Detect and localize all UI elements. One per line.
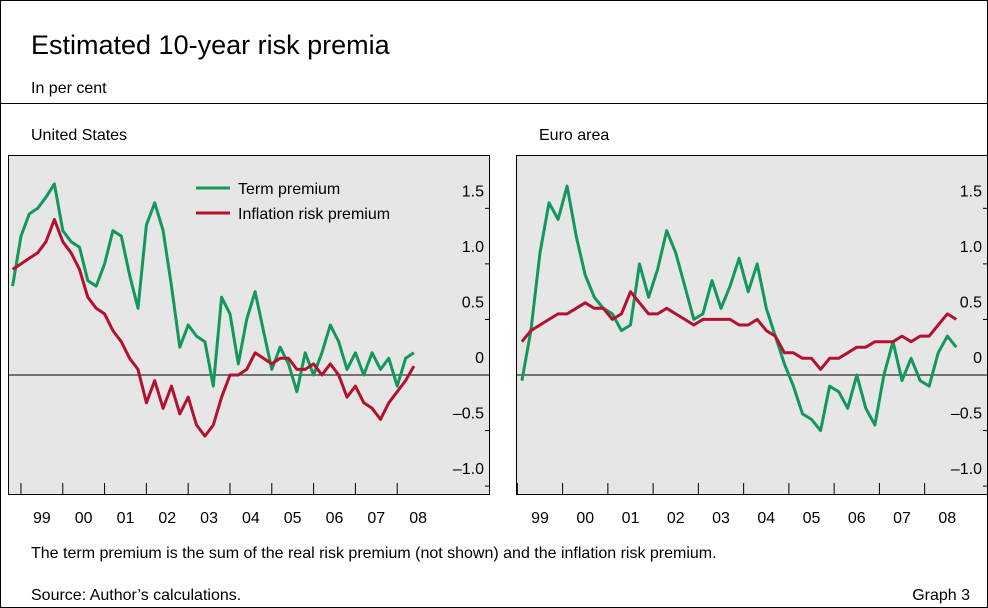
x-tick-label: 07 — [893, 510, 911, 527]
y-tick-label: 1.5 — [960, 183, 982, 200]
y-tick-label: –1.0 — [453, 461, 484, 478]
plot-area — [516, 155, 988, 495]
x-tick-label: 04 — [242, 510, 260, 527]
plot: –1.0 –0.5 0 0.5 1.0 1.5 — [516, 183, 988, 487]
y-tick-label: –1.0 — [951, 461, 982, 478]
plot: –1.0 –0.5 0 0.5 1.0 1.5 — [8, 182, 490, 487]
graph-label: Graph 3 — [912, 587, 970, 604]
legend-label: Term premium — [238, 181, 340, 198]
legend-label: Inflation risk premium — [238, 206, 390, 223]
y-tick-label: 1.0 — [462, 239, 484, 256]
x-tick-label: 04 — [757, 510, 775, 527]
page-subtitle: In per cent — [31, 80, 107, 97]
y-tick-label: 0 — [475, 350, 484, 367]
x-tick-label: 06 — [326, 510, 344, 527]
series-line — [11, 217, 416, 438]
x-tick-label: 99 — [531, 510, 549, 527]
series-line — [520, 184, 958, 433]
page-title: Estimated 10-year risk premia — [31, 30, 391, 60]
x-tick-label: 03 — [712, 510, 730, 527]
series-line — [520, 290, 958, 371]
x-tick-label: 02 — [667, 510, 685, 527]
x-tick-label: 01 — [117, 510, 135, 527]
x-tick-label: 08 — [409, 510, 427, 527]
x-tick-label: 00 — [75, 510, 93, 527]
y-tick-label: 0 — [973, 350, 982, 367]
source: Source: Author’s calculations. — [31, 587, 241, 604]
x-tick-label: 99 — [33, 510, 51, 527]
panel-title: Euro area — [539, 127, 609, 144]
plot-area — [8, 155, 490, 495]
x-tick-label: 07 — [367, 510, 385, 527]
x-tick-label: 01 — [622, 510, 640, 527]
x-tick-label: 02 — [158, 510, 176, 527]
note: The term premium is the sum of the real … — [31, 545, 717, 562]
panel-title: United States — [31, 127, 127, 144]
x-tick-label: 03 — [200, 510, 218, 527]
y-tick-label: 1.0 — [960, 239, 982, 256]
series-line — [11, 182, 415, 394]
x-tick-label: 00 — [576, 510, 594, 527]
x-tick-label: 05 — [803, 510, 821, 527]
y-tick-label: –0.5 — [453, 406, 484, 423]
x-tick-label: 05 — [284, 510, 302, 527]
y-tick-label: –0.5 — [951, 406, 982, 423]
y-tick-label: 0.5 — [960, 294, 982, 311]
y-tick-label: 0.5 — [462, 294, 484, 311]
x-tick-label: 08 — [938, 510, 956, 527]
y-tick-label: 1.5 — [462, 183, 484, 200]
x-tick-label: 06 — [848, 510, 866, 527]
